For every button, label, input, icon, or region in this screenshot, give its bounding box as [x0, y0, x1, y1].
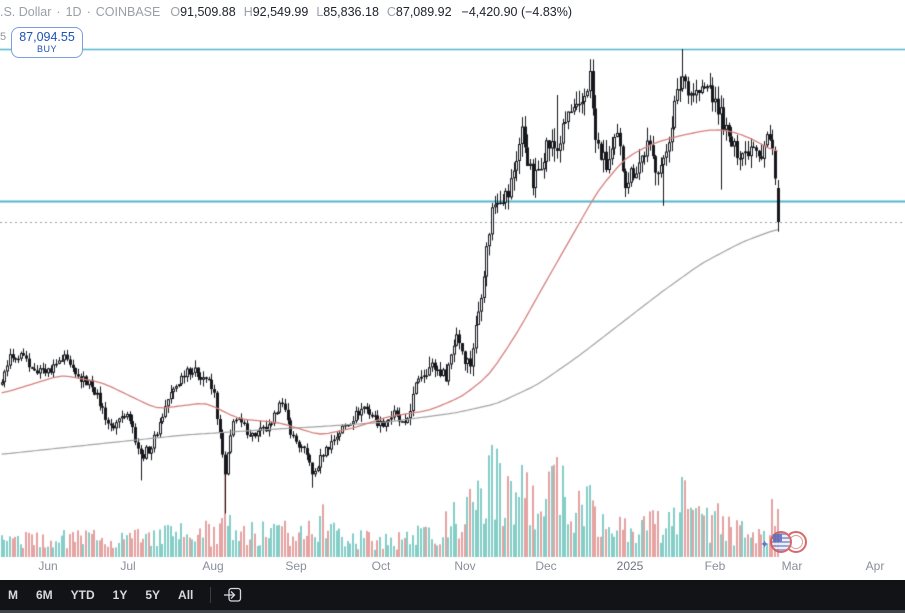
buy-price: 87,094.55 [19, 30, 75, 44]
buy-label: BUY [36, 44, 57, 54]
range-button-1y[interactable]: 1Y [106, 584, 135, 606]
range-button-all[interactable]: All [171, 584, 200, 606]
range-toolbar: M 6M YTD 1Y 5Y All [0, 580, 905, 613]
separator: · [86, 5, 91, 19]
range-button-ytd[interactable]: YTD [64, 584, 102, 606]
axis-label-dec: Dec [535, 559, 557, 573]
exchange-label: COINBASE [95, 5, 161, 19]
sell-price-fragment[interactable]: 5 [0, 31, 7, 43]
axis-label-apr: Apr [865, 559, 885, 573]
buy-button[interactable]: 87,094.55 BUY [11, 27, 83, 58]
symbol-name-fragment: .S. Dollar [0, 5, 52, 19]
range-button-6m[interactable]: 6M [29, 584, 60, 606]
axis-label-jun: Jun [38, 559, 58, 573]
low-letter: L [316, 5, 324, 19]
axis-label-nov: Nov [454, 559, 476, 573]
axis-label-feb: Feb [704, 559, 726, 573]
high-letter: H [243, 5, 253, 19]
sparkle-icon: ✦ [760, 539, 770, 551]
open-letter: O [170, 5, 181, 19]
open-value: 91,509.88 [180, 5, 236, 19]
base-currency-coin-icon [770, 531, 792, 553]
low-value: 85,836.18 [323, 5, 379, 19]
symbol-header: .S. Dollar · 1D · COINBASE O 91,509.88 H… [0, 0, 905, 24]
axis-label-2025: 2025 [616, 559, 644, 573]
close-value: 87,089.92 [395, 5, 452, 19]
axis-label-oct: Oct [371, 559, 391, 573]
axis-label-mar: Mar [781, 559, 803, 573]
range-button-m-frag[interactable]: M [1, 584, 25, 606]
separator: · [56, 5, 61, 19]
axis-label-sep: Sep [285, 559, 307, 573]
change-readout: −4,420.90 (−4.83%) [461, 5, 573, 19]
go-to-date-button[interactable] [221, 584, 245, 606]
ohlc-readout: O 91,509.88 H 92,549.99 L 85,836.18 C 87… [170, 5, 459, 19]
close-letter: C [386, 5, 396, 19]
price-chart-canvas[interactable] [0, 0, 905, 580]
axis-label-aug: Aug [202, 559, 224, 573]
range-button-5y[interactable]: 5Y [138, 584, 167, 606]
calendar-arrow-icon [224, 587, 242, 602]
toolbar-divider [210, 587, 212, 603]
axis-label-jul: Jul [120, 559, 136, 573]
high-value: 92,549.99 [252, 5, 309, 19]
timeframe-label[interactable]: 1D [65, 5, 82, 19]
time-axis: Jun Jul Aug Sep Oct Nov Dec 2025 Feb Mar Apr [0, 559, 905, 577]
symbol-pair-watermark: ✦ [760, 530, 816, 558]
